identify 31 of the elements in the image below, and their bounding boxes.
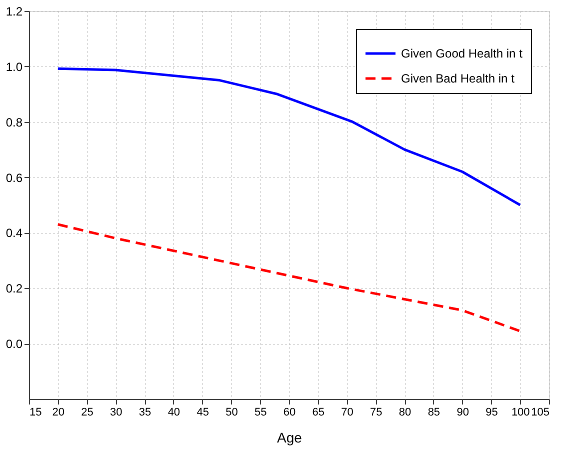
x-tick-label: 85 [428, 406, 440, 418]
x-tick-label: 30 [110, 406, 122, 418]
y-tick-label: 1.2 [6, 4, 23, 18]
x-tick-label: 15 [30, 406, 42, 418]
y-tick-label: 0.8 [6, 115, 23, 130]
line-series [56, 67, 522, 206]
x-tick-label: 50 [226, 406, 238, 418]
x-tick-label: 95 [486, 406, 498, 418]
y-tick-label: 0.2 [6, 282, 23, 296]
y-tick-label: 0.0 [6, 337, 23, 352]
legend-label: Given Good Health in t [401, 46, 524, 60]
y-tick-label: 1.0 [6, 60, 23, 74]
x-tick-label: 70 [341, 406, 354, 418]
x-tick-label: 25 [81, 406, 94, 418]
legend-label: Given Bad Health in t [401, 72, 516, 86]
x-tick-label: 40 [168, 406, 180, 418]
x-tick-label: 80 [398, 406, 412, 418]
x-tick-label: 55 [254, 406, 267, 418]
x-tick-label: 20 [52, 406, 65, 418]
y-tick-label: 0.4 [6, 226, 23, 240]
x-tick-label: 35 [138, 406, 152, 418]
x-tick-label: 45 [196, 406, 209, 418]
line-series [56, 223, 522, 332]
x-axis-title: Age [277, 430, 302, 446]
x-tick-label: 105 [531, 406, 550, 418]
x-tick-label: 65 [312, 406, 325, 418]
x-tick-label: 75 [370, 406, 382, 418]
x-tick-label: 60 [283, 406, 296, 418]
y-tick-label: 0.6 [6, 170, 23, 185]
x-tick-label: 100 [511, 406, 530, 418]
x-tick-label: 90 [456, 406, 469, 418]
